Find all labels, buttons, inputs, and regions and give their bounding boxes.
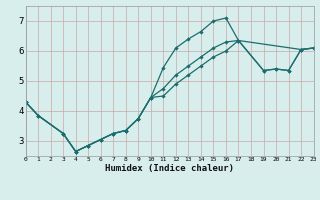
X-axis label: Humidex (Indice chaleur): Humidex (Indice chaleur) xyxy=(105,164,234,173)
